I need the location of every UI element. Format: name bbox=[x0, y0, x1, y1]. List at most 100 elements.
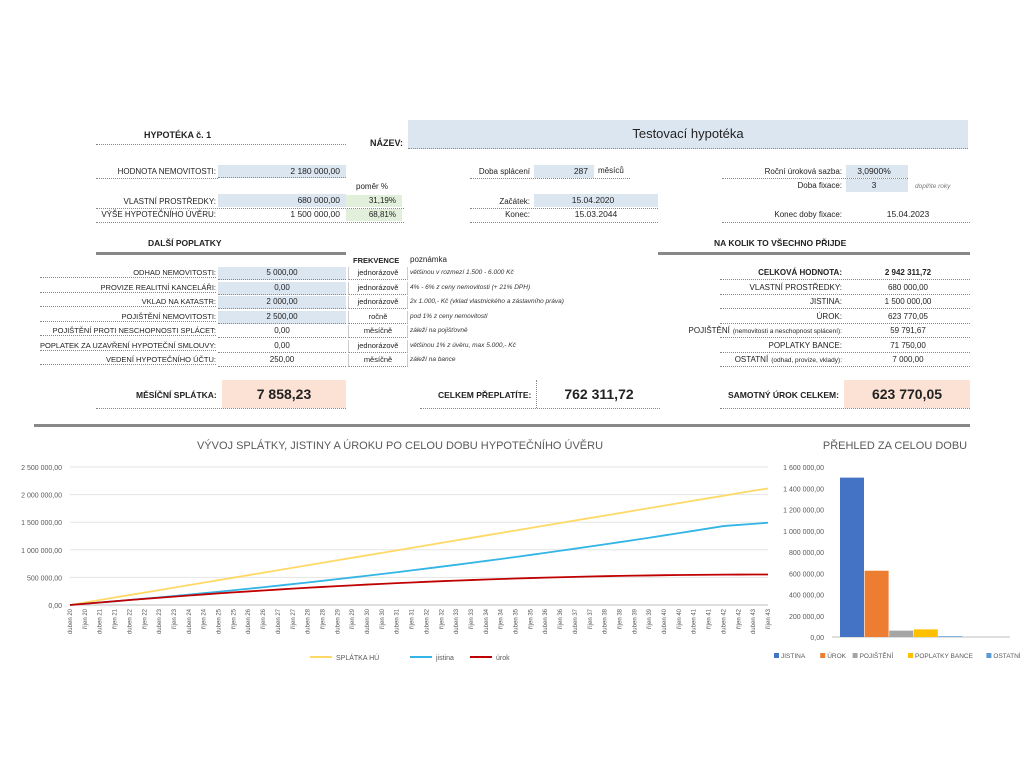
term-unit: měsíců bbox=[598, 166, 624, 175]
total-underline bbox=[720, 279, 970, 280]
note-header: poznámka bbox=[410, 255, 447, 264]
rate-label: Roční úroková sazba: bbox=[764, 167, 842, 176]
fix-end-label: Konec doby fixace: bbox=[774, 210, 842, 219]
x-tick-label: duben 42 bbox=[721, 608, 727, 634]
series-line bbox=[69, 521, 769, 606]
legend-label: OSTATNÍ bbox=[993, 651, 1020, 660]
total-row: POPLATKY BANCE: 71 750,00 bbox=[620, 339, 970, 353]
bar bbox=[913, 629, 938, 637]
fee-row: POJIŠTĚNÍ PROTI NESCHOPNOSTI SPLÁCET: 0,0… bbox=[40, 324, 640, 338]
fee-label: PROVIZE REALITNÍ KANCELÁŘI: bbox=[40, 283, 216, 293]
x-tick-label: říjen 34 bbox=[499, 608, 505, 629]
x-tick-label: říjen 28 bbox=[320, 608, 326, 629]
total-label-main: POJIŠTĚNÍ bbox=[688, 326, 730, 335]
total-label-main: ÚROK: bbox=[816, 311, 842, 321]
total-underline bbox=[720, 351, 970, 353]
name-input[interactable]: Testovací hypotéka bbox=[408, 120, 968, 149]
fee-row: VKLAD NA KATASTR: 2 000,00 jednorázově 2x 1… bbox=[40, 295, 640, 309]
x-tick-label: říjen 36 bbox=[558, 608, 564, 629]
monthly-payment-value: 7 858,23 bbox=[222, 380, 346, 408]
y-tick-label: 1 500 000,00 bbox=[21, 520, 62, 527]
x-tick-label: říjen 41 bbox=[707, 608, 713, 629]
total-label: POJIŠTĚNÍ (nemovitosti a neschopnost splá… bbox=[689, 326, 842, 335]
fee-note: záleží na bance bbox=[410, 356, 456, 363]
own-funds-underline bbox=[96, 207, 404, 209]
x-tick-label: říjen 26 bbox=[261, 608, 267, 629]
fee-value-input[interactable]: 250,00 bbox=[218, 354, 346, 367]
calculator-title-text: HYPOTÉKA č. 1 bbox=[144, 130, 212, 140]
property-value-input[interactable]: 2 180 000,00 bbox=[218, 165, 346, 178]
fees-table: ODHAD NEMOVITOSTI: 5 000,00 jednorázově vět… bbox=[40, 266, 640, 372]
y-tick-label: 200 000,00 bbox=[789, 614, 824, 621]
fee-label: POPLATEK ZA UZAVŘENÍ HYPOTEČNÍ SMLOUVY: bbox=[40, 340, 217, 351]
y-tick-label: 0,00 bbox=[810, 635, 824, 642]
y-tick-label: 800 000,00 bbox=[789, 550, 824, 557]
x-tick-label: duben 35 bbox=[514, 608, 520, 634]
own-funds-input[interactable]: 680 000,00 bbox=[218, 194, 346, 207]
end-label: Konec: bbox=[505, 210, 530, 219]
fees-section-header: DALŠÍ POPLATKY bbox=[96, 238, 346, 255]
y-tick-label: 2 000 000,00 bbox=[21, 493, 62, 500]
fees-title: DALŠÍ POPLATKY bbox=[148, 238, 222, 248]
total-row: JISTINA: 1 500 000,00 bbox=[620, 295, 970, 309]
x-tick-label: duben 26 bbox=[246, 608, 252, 634]
total-value: 1 500 000,00 bbox=[884, 297, 932, 306]
x-tick-label: říjen 27 bbox=[291, 608, 297, 629]
fix-input[interactable]: 3 bbox=[846, 179, 908, 192]
term-input[interactable]: 287 bbox=[534, 165, 594, 178]
fee-value-input[interactable]: 2 500,00 bbox=[218, 310, 346, 324]
fee-value-input[interactable]: 0,00 bbox=[218, 281, 346, 295]
x-tick-label: říjen 21 bbox=[113, 608, 119, 629]
x-tick-label: duben 34 bbox=[484, 608, 490, 634]
x-tick-label: říjen 31 bbox=[410, 608, 416, 629]
fee-row: PROVIZE REALITNÍ KANCELÁŘI: 0,00 jednorázo… bbox=[40, 281, 640, 295]
fee-value-input[interactable]: 5 000,00 bbox=[218, 267, 346, 280]
x-tick-label: říjen 33 bbox=[469, 608, 475, 629]
start-input[interactable]: 15.04.2020 bbox=[534, 194, 658, 207]
y-tick-label: 1 200 000,00 bbox=[783, 508, 824, 515]
bar bbox=[938, 636, 963, 637]
section-separator bbox=[34, 424, 970, 427]
x-tick-label: duben 25 bbox=[217, 608, 223, 634]
y-tick-label: 400 000,00 bbox=[789, 593, 824, 600]
start-underline bbox=[470, 207, 658, 209]
y-tick-label: 1 000 000,00 bbox=[21, 548, 62, 555]
total-row: POJIŠTĚNÍ (nemovitosti a neschopnost splá… bbox=[620, 324, 970, 338]
fee-label: POJIŠTĚNÍ NEMOVITOSTI: bbox=[40, 312, 216, 322]
legend-label: jistina bbox=[435, 655, 454, 662]
bar bbox=[889, 630, 914, 637]
fee-note: většinou v rozmezí 1.500 - 6.000 Kč bbox=[410, 269, 514, 276]
total-label-main: JISTINA: bbox=[809, 297, 842, 306]
total-underline bbox=[720, 293, 970, 295]
own-funds-pct: 31,19% bbox=[346, 195, 402, 207]
total-underline bbox=[720, 366, 970, 367]
y-tick-label: 0,00 bbox=[48, 603, 62, 610]
legend-swatch bbox=[908, 653, 913, 658]
legend-swatch bbox=[986, 653, 992, 658]
term-underline bbox=[470, 177, 630, 179]
total-label-main: CELKOVÁ HODNOTA: bbox=[758, 268, 842, 277]
loan-value: 1 500 000,00 bbox=[290, 209, 340, 219]
x-tick-label: říjen 43 bbox=[766, 608, 772, 629]
term-label: Doba splácení bbox=[478, 167, 530, 176]
rate-input[interactable]: 3,0900% bbox=[846, 165, 908, 178]
fee-note: 4% - 6% z ceny nemovitosti (+ 21% DPH) bbox=[410, 283, 531, 291]
fee-frequency: jednorázově bbox=[348, 296, 408, 309]
x-tick-label: duben 27 bbox=[276, 608, 282, 634]
start-label: Začátek: bbox=[499, 197, 530, 206]
x-tick-label: říjen 25 bbox=[231, 608, 237, 629]
fee-note: pod 1% z ceny nemovitostí bbox=[410, 312, 488, 320]
fee-note: záleží na pojišťovně bbox=[410, 327, 468, 334]
fee-value-input[interactable]: 0,00 bbox=[218, 340, 346, 353]
fee-value-input[interactable]: 0,00 bbox=[218, 325, 346, 338]
x-tick-label: říjen 42 bbox=[736, 608, 742, 629]
x-tick-label: říjen 38 bbox=[617, 608, 623, 629]
fee-value-input[interactable]: 2 000,00 bbox=[218, 296, 346, 309]
x-tick-label: duben 41 bbox=[692, 608, 698, 634]
total-value: 680 000,00 bbox=[887, 282, 929, 292]
fee-frequency: jednorázově bbox=[348, 339, 408, 353]
line-chart-title: VÝVOJ SPLÁTKY, JISTINY A ÚROKU PO CELOU … bbox=[196, 440, 604, 452]
fix-label: Doba fixace: bbox=[797, 181, 842, 190]
y-tick-label: 2 500 000,00 bbox=[21, 465, 62, 472]
legend-swatch bbox=[774, 653, 779, 658]
